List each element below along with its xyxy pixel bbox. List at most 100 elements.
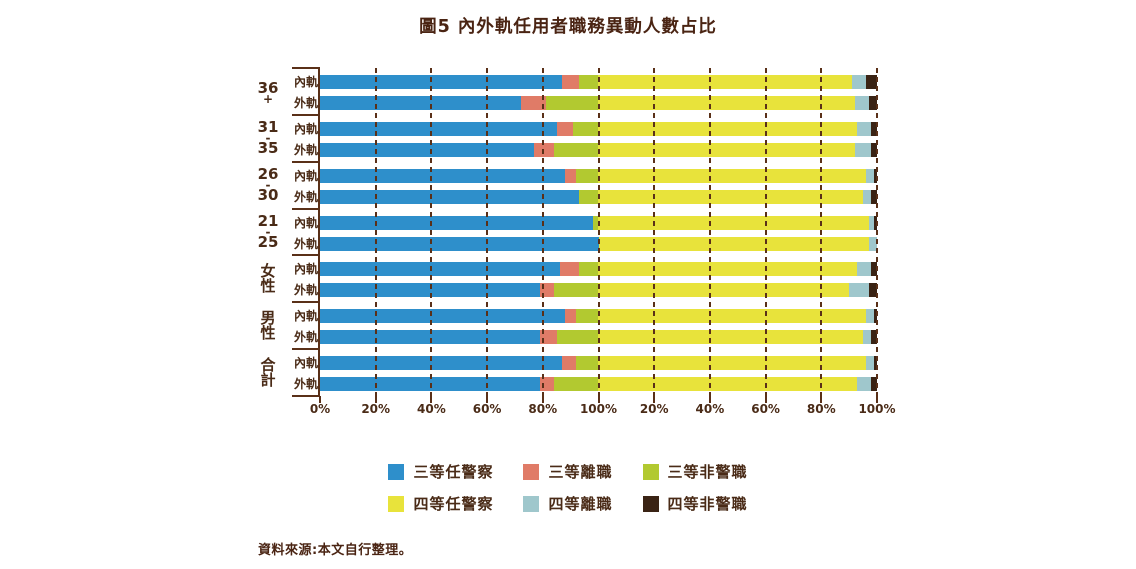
y-axis-track-label: 外軌: [293, 377, 318, 392]
bar-segment: [598, 356, 866, 371]
bar-segment: [871, 121, 877, 136]
bar-segment: [865, 309, 875, 324]
bar-row-21-25-外軌: [320, 236, 877, 251]
bar-segment: [578, 75, 599, 89]
bar-segment: [871, 142, 877, 157]
gridline: [764, 68, 767, 396]
bar-segment: [573, 121, 599, 136]
y-axis-track-label: 外軌: [293, 330, 318, 345]
bar-segment: [857, 377, 872, 392]
y-axis-group-label: 男性: [248, 302, 288, 349]
legend-swatch: [642, 463, 659, 480]
x-tick-label: 100%: [858, 402, 896, 416]
legend-item: 四等非警職: [642, 493, 748, 514]
group-separator-tick: [292, 67, 320, 69]
y-axis-track-label: 內軌: [293, 121, 318, 136]
legend: 三等任警察 三等離職 三等非警職 四等任警察 四等離職 四等非警職: [0, 461, 1136, 514]
bar-segment: [320, 236, 599, 251]
legend-item: 四等任警察: [388, 493, 493, 514]
bar-segment: [562, 356, 577, 371]
legend-swatch: [388, 463, 405, 480]
bar-segment: [553, 283, 599, 298]
x-tick-label: 20%: [361, 402, 391, 416]
y-axis-track-label: 外軌: [293, 142, 318, 157]
y-axis-line: [318, 68, 320, 396]
y-axis-track-label: 內軌: [293, 168, 318, 183]
bar-segment: [562, 75, 579, 89]
gridline: [541, 68, 544, 396]
bar-segment: [556, 330, 599, 345]
gridline: [820, 68, 823, 396]
bar-segment: [865, 356, 875, 371]
bar-segment: [576, 356, 599, 371]
legend-item: 三等非警職: [642, 461, 748, 482]
bar-segment: [565, 309, 577, 324]
group-separator-tick: [292, 160, 320, 163]
bar-segment: [865, 168, 875, 183]
y-axis-group-label-line: 性: [260, 323, 276, 342]
bar-segment: [534, 142, 554, 157]
bar-segment: [320, 168, 566, 183]
bar-segment: [320, 262, 560, 277]
bar-segment: [598, 142, 855, 157]
y-axis-group-label: 女性: [248, 255, 288, 302]
bar-segment: [540, 330, 557, 345]
legend-swatch: [523, 495, 540, 512]
bar-segment: [871, 330, 877, 345]
legend-swatch: [523, 463, 540, 480]
y-axis-track-label: 內軌: [293, 262, 318, 277]
x-tick: [653, 396, 656, 403]
gridline: [374, 68, 377, 396]
bar-segment: [598, 309, 866, 324]
bar-segment: [592, 215, 599, 230]
x-tick-label: 60%: [751, 402, 780, 416]
y-axis-group-label-line: 36: [257, 78, 279, 97]
bar-segment: [579, 189, 599, 204]
bar-segment: [598, 168, 866, 183]
bar-segment: [320, 215, 593, 230]
bar-segment: [868, 215, 875, 230]
x-tick: [486, 396, 489, 403]
x-tick: [430, 396, 433, 403]
bar-row-女性-內軌: [320, 262, 877, 277]
bar-row-31-35-內軌: [320, 121, 877, 136]
bar-segment: [576, 168, 599, 183]
y-axis-group-label-line: 計: [260, 370, 276, 389]
legend-swatch: [388, 495, 405, 512]
bar-segment: [863, 189, 872, 204]
y-axis-group-label-line: -: [265, 224, 271, 239]
legend-item: 四等離職: [523, 493, 612, 514]
group-separator-tick: [292, 348, 320, 351]
y-axis-group-label-line: 25: [257, 232, 279, 251]
bar-segment: [854, 142, 872, 157]
group-separator-tick: [292, 207, 320, 210]
x-tick: [597, 396, 600, 403]
x-tick-label: 40%: [695, 402, 725, 416]
bar-row-36+-內軌: [320, 75, 877, 89]
legend-label: 四等任警察: [413, 495, 494, 513]
y-axis-group-label-line: 性: [260, 276, 276, 295]
x-tick: [319, 396, 321, 403]
bar-segment: [598, 283, 850, 298]
legend-label: 四等離職: [548, 495, 613, 513]
y-axis-group-label-line: -: [265, 131, 271, 146]
y-axis-track-label: 內軌: [293, 215, 318, 230]
bar-segment: [320, 142, 535, 157]
legend-label: 三等任警察: [413, 463, 494, 481]
x-tick-label: 100%: [579, 402, 618, 416]
x-tick-label: 20%: [639, 402, 669, 416]
x-tick-label: 80%: [806, 402, 836, 416]
y-axis-group-label-line: 男: [260, 308, 276, 327]
bar-segment: [545, 96, 599, 110]
bar-segment: [868, 96, 877, 110]
bar-segment: [578, 262, 599, 277]
bar-segment: [576, 309, 599, 324]
bar-segment: [598, 75, 852, 89]
bar-segment: [320, 121, 557, 136]
bar-segment: [865, 75, 877, 89]
bar-segment: [851, 75, 866, 89]
gridline: [653, 68, 656, 396]
legend-item: 三等任警察: [388, 461, 493, 482]
y-axis-group-label-line: 26: [257, 165, 279, 184]
